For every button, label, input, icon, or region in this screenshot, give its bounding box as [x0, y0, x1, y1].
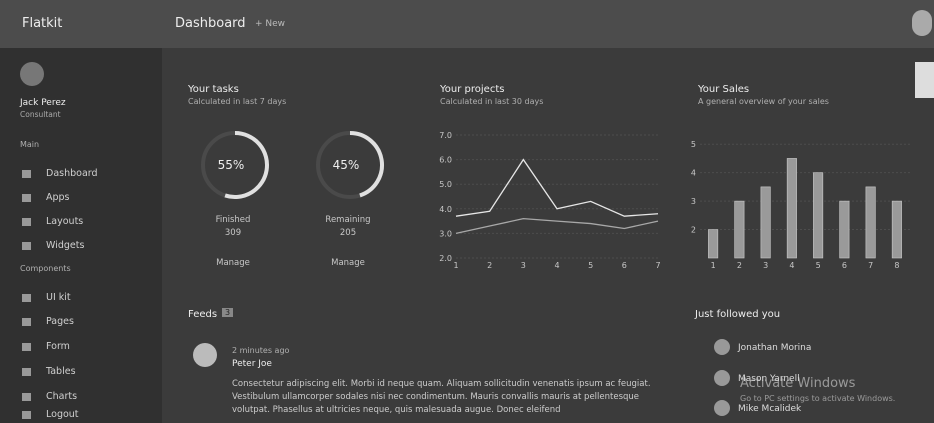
follower-avatar [714, 339, 730, 355]
y-tick-label: 7.0 [439, 131, 452, 140]
ring-value: 45% [333, 158, 360, 172]
x-tick-label: 4 [789, 261, 794, 270]
nav-item[interactable]: Tables [46, 366, 76, 377]
nav-item[interactable]: Dashboard [46, 168, 98, 179]
follower-avatar [714, 400, 730, 416]
line-series [456, 219, 658, 234]
nav-item[interactable]: Widgets [46, 240, 84, 251]
x-tick-label: 3 [521, 261, 526, 270]
x-tick-label: 5 [816, 261, 821, 270]
ring-value: 55% [218, 158, 245, 172]
ring-label: Remaining [325, 215, 370, 225]
nav-item[interactable]: Apps [46, 192, 70, 203]
bar [892, 201, 901, 258]
y-tick-label: 5.0 [439, 180, 452, 189]
y-tick-label: 2.0 [439, 254, 452, 263]
ring-label: Finished [216, 215, 251, 225]
nav-item[interactable]: Form [46, 341, 70, 352]
y-tick-label: 3.0 [439, 229, 452, 238]
y-tick-label: 3 [691, 197, 696, 206]
nav-icon [22, 170, 31, 178]
bar [840, 201, 849, 258]
follower-avatar [714, 370, 730, 386]
page: Flatkit Dashboard + New Jack Perez Consu… [0, 0, 934, 423]
y-tick-label: 4.0 [439, 205, 452, 214]
nav-icon [22, 194, 31, 202]
x-tick-label: 1 [453, 261, 458, 270]
x-tick-label: 6 [842, 261, 847, 270]
bar [761, 187, 770, 258]
bar [708, 230, 717, 258]
ring-count: 309 [225, 228, 241, 238]
ring-action: Manage [216, 258, 250, 268]
nav-icon [22, 343, 31, 351]
x-tick-label: 3 [763, 261, 768, 270]
x-tick-label: 4 [554, 261, 559, 270]
bar [866, 187, 875, 258]
x-tick-label: 6 [622, 261, 627, 270]
x-tick-label: 7 [655, 261, 660, 270]
follower-name[interactable]: Mason Yarnell [738, 374, 800, 384]
y-tick-label: 6.0 [439, 156, 452, 165]
charts: 55% Finished 309 Manage 45% Remaining 205 Manag… [0, 0, 934, 423]
y-tick-label: 5 [691, 140, 696, 149]
nav-item[interactable]: UI kit [46, 292, 71, 303]
ring-action: Manage [331, 258, 365, 268]
nav-icon [22, 411, 31, 419]
nav-item[interactable]: Logout [46, 409, 79, 420]
nav-item[interactable]: Layouts [46, 216, 83, 227]
bar [735, 201, 744, 258]
line-series [456, 160, 658, 217]
nav-icon [22, 318, 31, 326]
nav-icon [22, 242, 31, 250]
follower-name[interactable]: Jonathan Morina [738, 343, 811, 353]
x-tick-label: 8 [894, 261, 899, 270]
follower-name[interactable]: Mike Mcalidek [738, 404, 801, 414]
x-tick-label: 5 [588, 261, 593, 270]
y-tick-label: 2 [691, 226, 696, 235]
nav-icon [22, 218, 31, 226]
bar [787, 158, 796, 258]
nav-icon [22, 294, 31, 302]
x-tick-label: 1 [711, 261, 716, 270]
x-tick-label: 2 [737, 261, 742, 270]
nav-icon [22, 368, 31, 376]
bar [813, 173, 822, 258]
nav-item[interactable]: Pages [46, 316, 74, 327]
x-tick-label: 7 [868, 261, 873, 270]
nav-icon [22, 393, 31, 401]
x-tick-label: 2 [487, 261, 492, 270]
ring-count: 205 [340, 228, 356, 238]
nav-item[interactable]: Charts [46, 391, 77, 402]
y-tick-label: 4 [691, 169, 696, 178]
